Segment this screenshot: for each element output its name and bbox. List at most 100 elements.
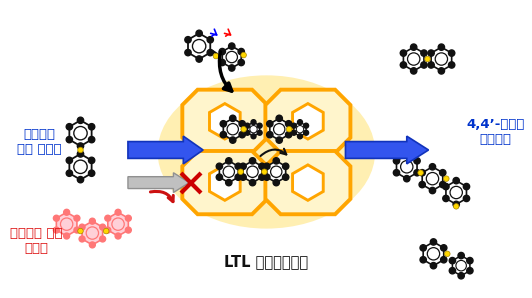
Circle shape — [259, 174, 265, 180]
Circle shape — [444, 176, 449, 181]
Circle shape — [77, 176, 84, 183]
Circle shape — [53, 215, 60, 221]
Circle shape — [286, 131, 292, 138]
Circle shape — [115, 233, 121, 239]
Circle shape — [430, 239, 437, 245]
Circle shape — [240, 174, 246, 180]
Circle shape — [250, 179, 256, 186]
Circle shape — [88, 170, 95, 176]
Circle shape — [89, 218, 95, 224]
Circle shape — [105, 215, 111, 221]
Circle shape — [264, 163, 270, 170]
Circle shape — [421, 62, 427, 68]
Circle shape — [88, 136, 95, 143]
Circle shape — [273, 158, 279, 164]
Circle shape — [240, 163, 246, 170]
Polygon shape — [188, 33, 210, 59]
Polygon shape — [82, 221, 103, 245]
Polygon shape — [56, 212, 77, 236]
Polygon shape — [293, 165, 323, 200]
Polygon shape — [210, 165, 240, 200]
Polygon shape — [423, 242, 444, 266]
Polygon shape — [265, 151, 351, 214]
Circle shape — [428, 62, 434, 68]
Circle shape — [229, 43, 235, 49]
Circle shape — [393, 170, 400, 176]
Circle shape — [411, 44, 417, 50]
Circle shape — [239, 131, 245, 138]
Circle shape — [115, 209, 121, 215]
Circle shape — [238, 59, 244, 66]
Polygon shape — [396, 155, 417, 179]
Text: 불필요한 반응
중간체: 불필요한 반응 중간체 — [10, 227, 62, 255]
Circle shape — [185, 49, 191, 56]
Circle shape — [235, 174, 242, 180]
Polygon shape — [223, 118, 242, 140]
Polygon shape — [265, 90, 351, 153]
Circle shape — [196, 56, 202, 62]
Circle shape — [251, 120, 256, 125]
Text: 바람직한
반응 중간체: 바람직한 반응 중간체 — [16, 128, 61, 156]
Circle shape — [292, 130, 296, 135]
Circle shape — [251, 134, 256, 139]
Circle shape — [276, 137, 282, 143]
Circle shape — [420, 257, 426, 263]
Circle shape — [66, 157, 72, 164]
Circle shape — [220, 121, 227, 127]
Circle shape — [463, 195, 470, 202]
Circle shape — [400, 50, 406, 56]
Circle shape — [448, 62, 455, 68]
Circle shape — [239, 121, 245, 127]
Circle shape — [443, 195, 449, 202]
Circle shape — [418, 170, 423, 176]
Polygon shape — [182, 151, 268, 214]
Circle shape — [216, 174, 222, 180]
Circle shape — [245, 130, 250, 135]
Circle shape — [77, 151, 84, 157]
Circle shape — [420, 245, 426, 251]
Circle shape — [453, 204, 459, 209]
Circle shape — [99, 236, 105, 242]
Circle shape — [220, 131, 227, 138]
Circle shape — [438, 68, 445, 74]
Circle shape — [453, 201, 459, 207]
Circle shape — [196, 30, 202, 36]
Circle shape — [53, 227, 60, 233]
Circle shape — [238, 48, 244, 55]
Polygon shape — [219, 161, 238, 183]
Circle shape — [297, 134, 303, 139]
Text: LTL 마이크로기공: LTL 마이크로기공 — [225, 254, 309, 269]
Circle shape — [66, 124, 72, 130]
Circle shape — [297, 120, 303, 125]
Circle shape — [229, 65, 235, 71]
Circle shape — [213, 53, 219, 59]
Circle shape — [286, 126, 292, 132]
Circle shape — [126, 215, 131, 221]
Circle shape — [74, 227, 80, 233]
Circle shape — [400, 62, 406, 68]
Circle shape — [393, 158, 400, 164]
Circle shape — [445, 251, 450, 257]
Circle shape — [238, 169, 244, 175]
Polygon shape — [210, 104, 240, 139]
Circle shape — [282, 174, 289, 180]
Polygon shape — [69, 120, 92, 146]
Polygon shape — [293, 104, 323, 139]
Circle shape — [245, 123, 250, 128]
Circle shape — [428, 50, 434, 56]
Polygon shape — [222, 46, 241, 68]
Circle shape — [226, 158, 232, 164]
Circle shape — [207, 37, 213, 43]
Circle shape — [226, 179, 232, 186]
Circle shape — [463, 183, 470, 190]
Circle shape — [414, 170, 420, 176]
Polygon shape — [247, 122, 260, 136]
Circle shape — [230, 115, 236, 122]
Circle shape — [78, 228, 83, 234]
FancyArrow shape — [345, 136, 428, 164]
Circle shape — [419, 181, 426, 188]
Circle shape — [264, 174, 270, 180]
Circle shape — [430, 263, 437, 269]
Circle shape — [103, 228, 109, 234]
Circle shape — [273, 179, 279, 186]
